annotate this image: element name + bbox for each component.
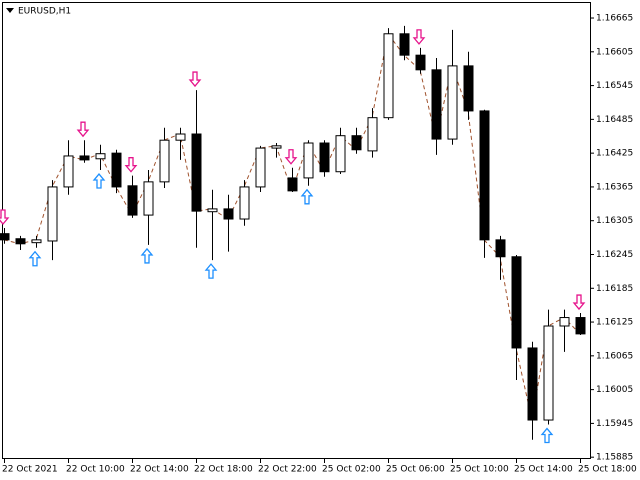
chart-title: EURUSD,H1: [18, 7, 71, 17]
candle-body: [527, 347, 538, 421]
candle-body: [95, 153, 106, 160]
buy-arrow: [140, 247, 154, 264]
candle-body: [303, 142, 314, 179]
candle-body: [159, 139, 170, 183]
plot-frame: [2, 2, 591, 459]
candle-body: [399, 33, 410, 56]
x-tick-label: 22 Oct 2021: [2, 465, 58, 475]
candle-body: [255, 147, 266, 188]
candle-body: [47, 186, 58, 242]
x-tick-label: 25 Oct 18:00: [578, 465, 637, 475]
sell-arrow: [284, 149, 298, 165]
x-tick-label: 25 Oct 02:00: [322, 465, 381, 475]
sell-arrow: [0, 209, 10, 226]
candle-body: [575, 317, 586, 335]
symbol-menu-icon[interactable]: [6, 8, 14, 13]
candle-body: [0, 233, 10, 241]
candle-body: [415, 54, 426, 71]
y-tick-label: 1.16545: [596, 81, 633, 91]
candle-body: [511, 256, 522, 349]
y-tick-label: 1.15945: [596, 419, 633, 429]
x-tick-label: 22 Oct 14:00: [130, 465, 189, 475]
sell-arrow: [188, 71, 202, 88]
candle-body: [111, 152, 122, 188]
buy-arrow: [540, 427, 554, 444]
candle-body: [559, 317, 570, 327]
candle-body: [351, 135, 362, 151]
y-tick-label: 1.16425: [596, 149, 633, 159]
candle-body: [447, 65, 458, 140]
sell-arrow: [572, 294, 586, 311]
candle-body: [31, 239, 42, 244]
buy-arrow: [92, 173, 106, 189]
candle-body: [543, 325, 554, 421]
x-tick-label: 25 Oct 10:00: [450, 465, 509, 475]
candle-body: [367, 117, 378, 152]
candle-body: [191, 133, 202, 212]
x-tick-label: 22 Oct 18:00: [194, 465, 253, 475]
buy-arrow: [28, 250, 42, 267]
y-tick-label: 1.16125: [596, 318, 633, 328]
x-tick-label: 22 Oct 10:00: [66, 465, 125, 475]
candle-body: [479, 110, 490, 241]
candle-body: [319, 142, 330, 173]
candle-body: [143, 181, 154, 216]
candle-body: [383, 33, 394, 119]
candle-body: [463, 65, 474, 112]
candle-body: [223, 208, 234, 220]
candle-body: [239, 186, 250, 220]
y-tick-label: 1.16245: [596, 250, 633, 260]
y-tick-label: 1.16065: [596, 351, 633, 361]
close-line: [3, 32, 581, 421]
candle-body: [63, 155, 74, 188]
sell-arrow: [124, 157, 138, 173]
candle-body: [175, 133, 186, 141]
buy-arrow: [204, 263, 218, 279]
sell-arrow: [412, 29, 426, 45]
candle-body: [287, 177, 298, 192]
y-tick-label: 1.16005: [596, 385, 633, 395]
candle-body: [271, 145, 282, 149]
candle-body: [335, 135, 346, 173]
candle-body: [431, 69, 442, 140]
candle-body: [207, 208, 218, 213]
y-tick-label: 1.16365: [596, 182, 633, 192]
y-tick-label: 1.15885: [596, 453, 633, 463]
y-tick-label: 1.16185: [596, 284, 633, 294]
candle-body: [495, 239, 506, 258]
y-tick-label: 1.16665: [596, 14, 633, 24]
y-tick-label: 1.16485: [596, 115, 633, 125]
x-tick-label: 22 Oct 22:00: [258, 465, 317, 475]
candle-body: [127, 185, 138, 216]
x-tick-label: 25 Oct 06:00: [386, 465, 445, 475]
buy-arrow: [300, 188, 314, 205]
sell-arrow: [76, 121, 90, 138]
y-tick-label: 1.16605: [596, 47, 633, 57]
candle-body: [79, 155, 90, 161]
y-tick-label: 1.16305: [596, 216, 633, 226]
candle-body: [15, 238, 26, 245]
x-tick-label: 25 Oct 14:00: [514, 465, 573, 475]
